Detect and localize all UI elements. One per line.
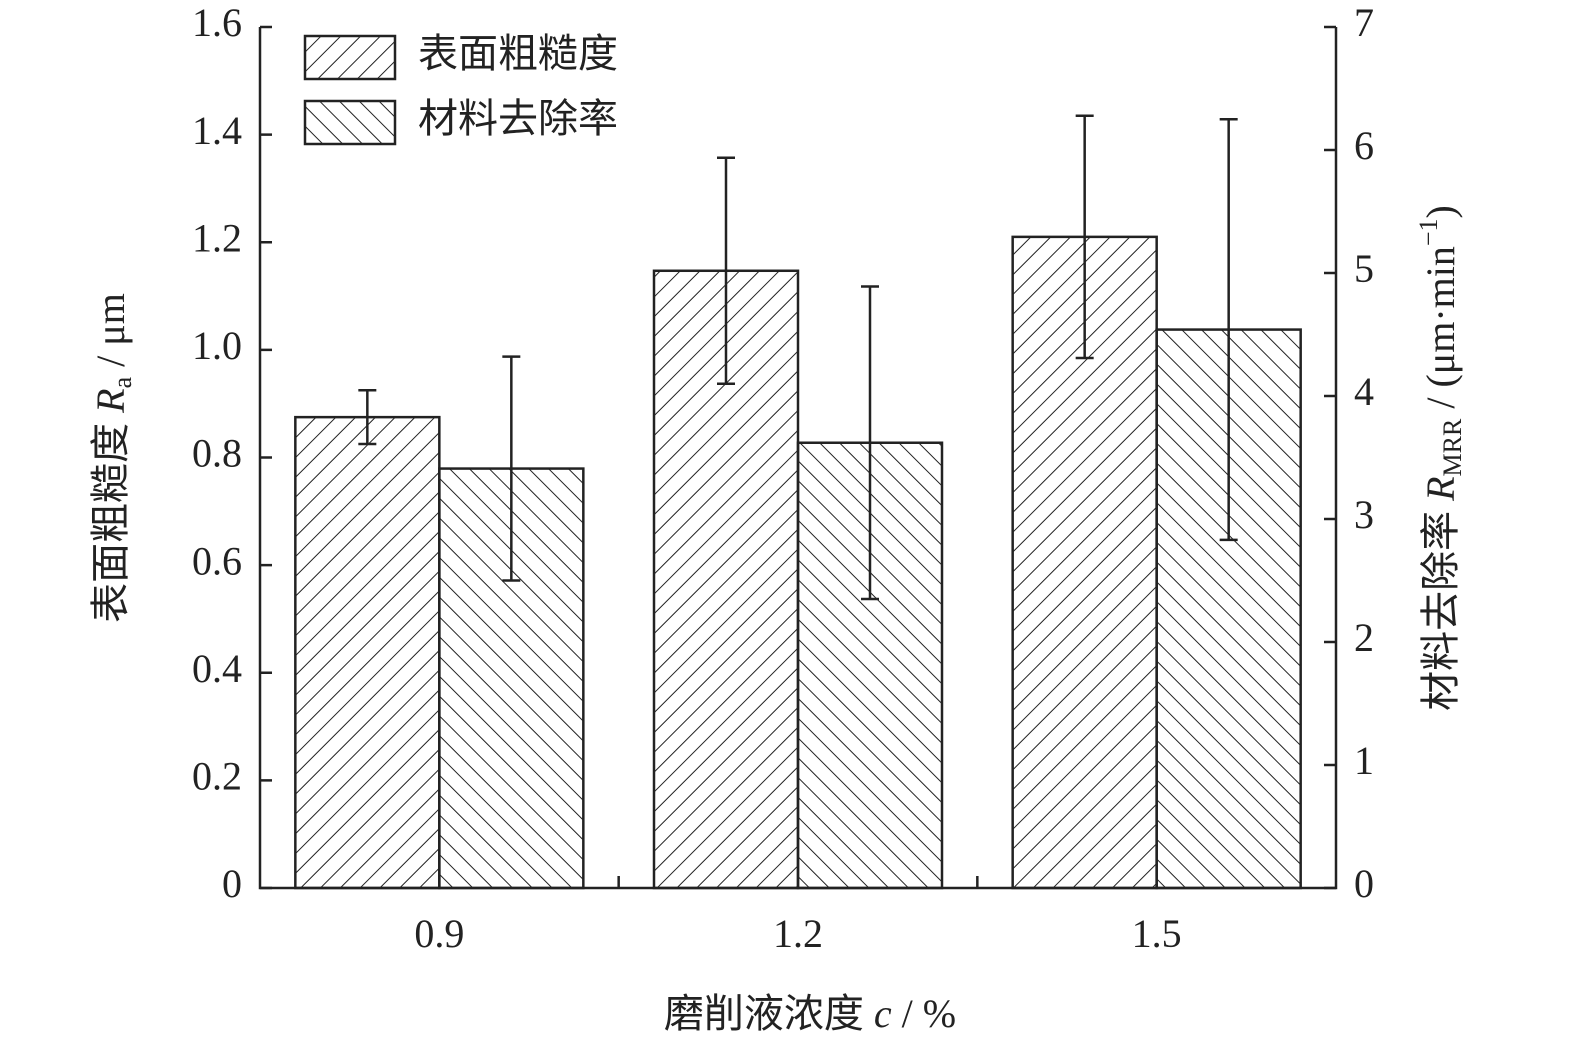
x-axis-label: 磨削液浓度 c / % — [664, 991, 956, 1036]
y-axis-label-part: / μm — [88, 293, 133, 377]
error-bar — [358, 388, 377, 446]
y-tick-label: 1.0 — [192, 323, 242, 368]
y-tick-label: 1.2 — [192, 215, 242, 260]
y2-tick-label: 3 — [1354, 492, 1374, 537]
error-bar — [717, 156, 735, 386]
y-tick-label: 0.2 — [192, 754, 242, 799]
legend-swatch — [303, 99, 397, 146]
y2-tick-label: 6 — [1354, 123, 1374, 168]
y2-axis-label-part: / (μm·min — [1418, 246, 1463, 419]
y-tick-label: 1.6 — [192, 0, 242, 45]
y-tick-label: 0 — [222, 861, 242, 906]
error-bar — [1075, 114, 1094, 360]
y2-tick-label: 7 — [1354, 0, 1374, 45]
y-axis-label-part: R — [88, 388, 133, 413]
y-axis-label: 表面粗糙度 Ra / μm — [88, 293, 137, 623]
x-axis-label-part: / % — [892, 991, 956, 1036]
x-tick-label: 0.9 — [414, 911, 464, 956]
error-bar — [502, 355, 521, 582]
y-tick-label: 0.6 — [192, 538, 242, 583]
y2-tick-label: 2 — [1354, 615, 1374, 660]
x-axis-label-part: 磨削液浓度 — [664, 991, 874, 1036]
error-bar — [861, 285, 879, 601]
y2-tick-label: 1 — [1354, 738, 1374, 783]
bar — [294, 415, 441, 890]
x-tick-label: 1.2 — [773, 911, 823, 956]
y2-axis-label-part: ) — [1418, 205, 1463, 218]
legend-label: 表面粗糙度 — [418, 31, 618, 76]
y2-axis-label-part: −1 — [1414, 218, 1443, 246]
y-tick-label: 1.4 — [192, 108, 242, 153]
x-tick-label: 1.5 — [1132, 911, 1182, 956]
y-axis-label-part: 表面粗糙度 — [88, 413, 133, 623]
y2-axis-label-part: R — [1418, 476, 1463, 501]
legend-swatch — [303, 34, 397, 81]
legend-label: 材料去除率 — [418, 96, 618, 141]
y-tick-label: 0.8 — [192, 431, 242, 476]
y2-tick-label: 5 — [1354, 246, 1374, 291]
y-axis-label-part: a — [108, 376, 137, 388]
y2-tick-label: 4 — [1354, 369, 1374, 414]
x-axis-label-part: c — [874, 991, 892, 1036]
y2-axis-label-part: MRR — [1438, 418, 1467, 476]
y2-axis-label: 材料去除率 RMRR / (μm·min−1) — [1414, 205, 1467, 711]
error-bar — [1219, 118, 1238, 542]
y2-axis-label-part: 材料去除率 — [1418, 501, 1463, 711]
y-tick-label: 0.4 — [192, 646, 242, 691]
y2-tick-label: 0 — [1354, 861, 1374, 906]
